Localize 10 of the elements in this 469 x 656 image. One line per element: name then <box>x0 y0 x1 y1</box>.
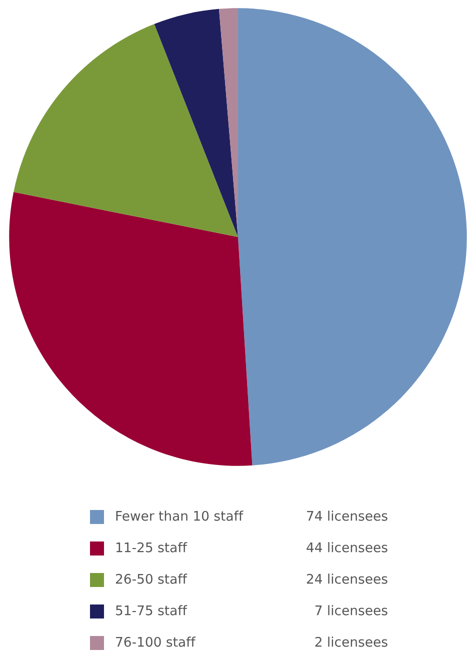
legend-label: 26-50 staff <box>116 574 188 584</box>
data-label: 44 licensees <box>306 542 388 552</box>
legend-label: 51-75 staff <box>116 605 188 616</box>
legend-label: Fewer than 10 staff <box>116 510 244 521</box>
data-label: 2 licensees <box>315 636 388 647</box>
data-label: 74 licensees <box>307 510 388 521</box>
data-label: 7 licensees <box>315 605 388 616</box>
legend-label: 76-100 staff <box>116 636 196 647</box>
legend-label: 11-25 staff <box>116 542 188 552</box>
data-label: 24 licensees <box>306 574 388 584</box>
